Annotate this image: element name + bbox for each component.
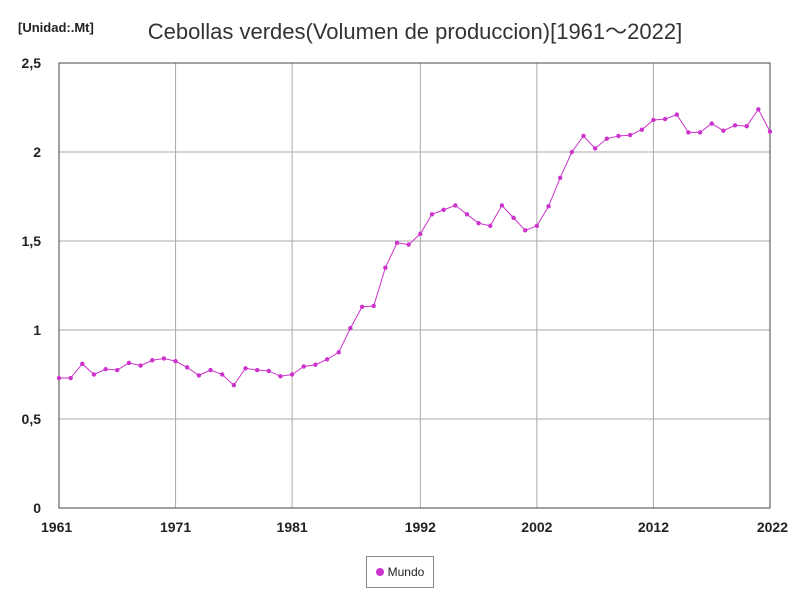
- plot-frame: [58, 62, 771, 509]
- data-point: [208, 367, 213, 373]
- y-tick-label: 1: [33, 322, 41, 338]
- data-point: [348, 326, 353, 331]
- data-point: [196, 373, 202, 378]
- data-point: [569, 149, 575, 155]
- data-point: [56, 375, 62, 381]
- data-point: [219, 372, 225, 377]
- data-point: [697, 130, 703, 135]
- data-point: [488, 223, 493, 229]
- data-point: [313, 362, 318, 367]
- data-point: [464, 212, 470, 217]
- data-point: [138, 363, 143, 368]
- data-point: [744, 123, 749, 129]
- data-point: [662, 116, 668, 122]
- data-point: [231, 382, 237, 388]
- data-point: [150, 358, 155, 363]
- data-point: [499, 203, 505, 208]
- y-tick-label: 2: [33, 144, 41, 160]
- data-point: [604, 136, 610, 141]
- data-point: [429, 212, 435, 217]
- data-point: [732, 123, 738, 128]
- data-point: [371, 303, 376, 309]
- data-point: [721, 128, 726, 133]
- data-point: [476, 221, 481, 226]
- data-point: [103, 366, 108, 372]
- x-tick-label: 2002: [521, 519, 552, 535]
- data-point: [767, 129, 773, 134]
- data-point: [266, 368, 272, 374]
- data-point: [115, 367, 120, 373]
- data-point: [709, 121, 714, 126]
- data-point: [359, 304, 365, 310]
- x-tick-label: 1971: [160, 519, 191, 535]
- data-point: [68, 375, 73, 381]
- data-point: [254, 367, 260, 373]
- data-point: [639, 127, 644, 132]
- data-point: [418, 231, 423, 237]
- y-tick-label: 1,5: [22, 233, 42, 249]
- data-point: [674, 112, 679, 117]
- data-point: [406, 242, 411, 247]
- data-point: [336, 350, 341, 355]
- data-point: [324, 357, 330, 362]
- data-point: [289, 372, 295, 377]
- data-point: [581, 133, 586, 139]
- x-tick-label: 1961: [41, 519, 72, 535]
- y-tick-label: 0,5: [22, 411, 42, 427]
- data-point: [592, 146, 598, 151]
- data-point: [394, 240, 400, 245]
- legend-marker-mundo: [375, 568, 384, 576]
- data-point: [383, 265, 388, 270]
- x-tick-label: 2012: [638, 519, 669, 535]
- data-point: [546, 204, 551, 209]
- data-point: [686, 130, 691, 135]
- data-point: [557, 175, 563, 181]
- data-point: [126, 360, 132, 366]
- data-point: [173, 358, 178, 364]
- data-point: [534, 223, 540, 229]
- data-point: [301, 364, 306, 369]
- series-line-mundo: [59, 108, 771, 386]
- data-point: [453, 203, 458, 208]
- x-tick-label: 1981: [277, 519, 308, 535]
- data-point: [441, 207, 446, 213]
- x-tick-label: 2022: [757, 519, 788, 535]
- data-point: [511, 215, 516, 221]
- data-point: [91, 372, 97, 377]
- data-point: [756, 107, 761, 112]
- legend-label-mundo: Mundo: [387, 565, 425, 579]
- y-tick-label: 0: [33, 500, 41, 516]
- data-point: [243, 366, 248, 371]
- data-point: [161, 356, 167, 361]
- y-tick-label: 2,5: [22, 55, 42, 71]
- data-point: [278, 374, 283, 379]
- unit-label: [Unidad:.Mt]: [18, 20, 94, 35]
- data-point: [651, 117, 656, 123]
- x-tick-label: 1992: [405, 519, 436, 535]
- chart-title: Cebollas verdes(Volumen de produccion)[1…: [147, 19, 683, 44]
- data-point: [523, 228, 528, 233]
- data-point: [616, 133, 621, 139]
- data-point: [80, 361, 85, 367]
- data-point: [185, 365, 190, 370]
- data-point: [627, 132, 633, 138]
- legend: Mundo: [366, 556, 434, 588]
